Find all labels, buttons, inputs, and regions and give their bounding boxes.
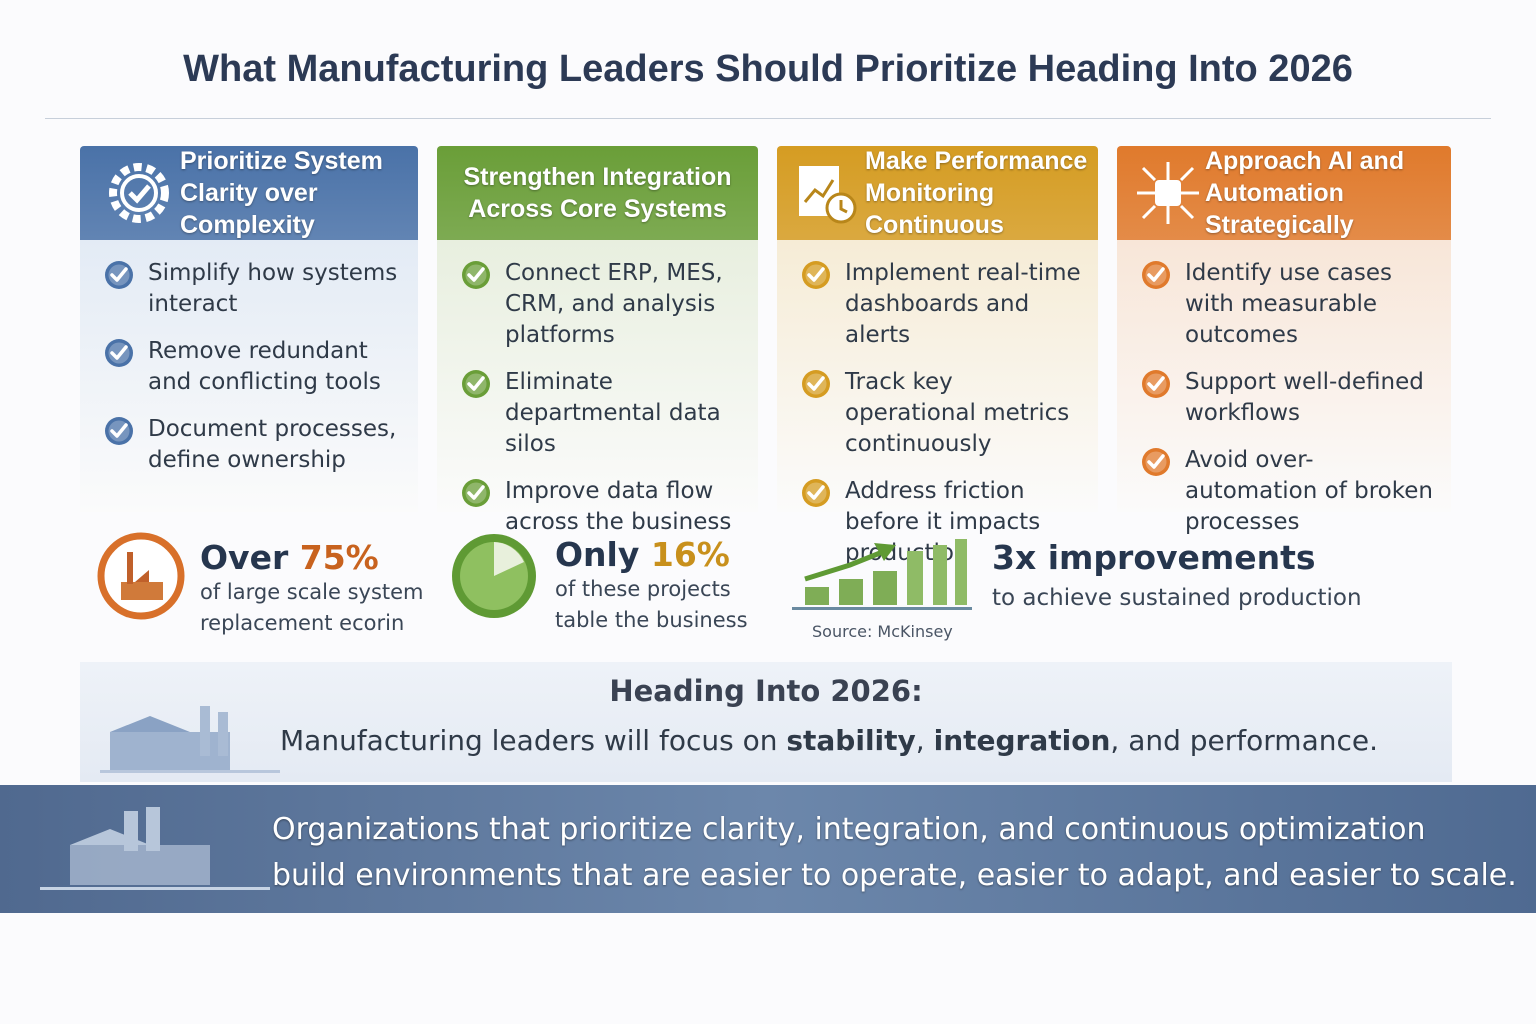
bullet-text: Eliminate departmental data silos bbox=[505, 369, 721, 457]
stat-line: of large scale system bbox=[200, 580, 424, 604]
column-heading: Prioritize System bbox=[180, 147, 383, 175]
check-icon bbox=[105, 417, 133, 445]
stat-lead-word: 3x improvements bbox=[992, 538, 1316, 577]
bullet-item: Document processes, define ownership bbox=[104, 414, 408, 476]
check-icon bbox=[1142, 261, 1170, 289]
stat: Only 16% of these projects table the busin… bbox=[555, 535, 748, 636]
bullet-item: Simplify how systems interact bbox=[104, 258, 408, 320]
bullet-text: Connect ERP, MES, CRM, and analysis plat… bbox=[505, 260, 723, 348]
bullet-text: Remove redundant and conflicting tools bbox=[148, 338, 381, 395]
bullet-text: Document processes, define ownership bbox=[148, 416, 397, 473]
bullet-text: Identify use cases with measurable outco… bbox=[1185, 260, 1393, 348]
bullet-item: Eliminate departmental data silos bbox=[461, 367, 748, 460]
check-icon bbox=[1142, 448, 1170, 476]
bullet-text: Implement real-time dashboards and alert… bbox=[845, 260, 1081, 348]
column-body: Connect ERP, MES, CRM, and analysis plat… bbox=[437, 240, 758, 535]
bullet-item: Identify use cases with measurable outco… bbox=[1141, 258, 1441, 351]
column-body: Implement real-time dashboards and alert… bbox=[777, 240, 1098, 566]
bullet-item: Implement real-time dashboards and alert… bbox=[801, 258, 1088, 351]
bullet-text: Simplify how systems interact bbox=[148, 260, 398, 317]
check-icon bbox=[1142, 370, 1170, 398]
column-heading: Make Performance bbox=[865, 147, 1088, 175]
column-header: Approach AI and Automation Strategically bbox=[1117, 146, 1451, 240]
column-heading: Approach AI and bbox=[1205, 147, 1405, 175]
bullet-item: Avoid over-automation of broken processe… bbox=[1141, 445, 1441, 538]
bullet-item: Track key operational metrics continuous… bbox=[801, 367, 1088, 460]
bullet-text: Track key operational metrics continuous… bbox=[845, 369, 1070, 457]
sentence-text: Manufacturing leaders will focus on bbox=[280, 724, 787, 757]
outlook-band: Heading Into 2026: Manufacturing leaders… bbox=[80, 662, 1452, 782]
title: What Manufacturing Leaders Should Priori… bbox=[183, 48, 1353, 90]
footer-line: build environments that are easier to op… bbox=[272, 858, 1517, 893]
bullet-item: Connect ERP, MES, CRM, and analysis plat… bbox=[461, 258, 748, 351]
bullet-text: Address friction before it impacts produ… bbox=[845, 478, 1041, 566]
stat-lead: Over 75% bbox=[200, 538, 424, 577]
footer-line: Organizations that prioritize clarity, i… bbox=[272, 812, 1426, 847]
column-body: Identify use cases with measurable outco… bbox=[1117, 240, 1451, 535]
check-icon bbox=[462, 261, 490, 289]
column-header: Prioritize System Clarity over Complexity bbox=[80, 146, 418, 240]
pie-icon bbox=[452, 534, 536, 618]
bullet-item: Improve data flow across the business bbox=[461, 476, 748, 538]
stat-lead-word: Over bbox=[200, 538, 289, 577]
stat: 3x improvements to achieve sustained prod… bbox=[992, 538, 1362, 614]
stat-line: to achieve sustained production bbox=[992, 585, 1362, 611]
column-heading: Automation Strategically bbox=[1205, 179, 1354, 239]
check-icon bbox=[802, 261, 830, 289]
column-heading: Clarity over Complexity bbox=[180, 179, 318, 239]
stat-line: of these projects bbox=[555, 577, 731, 601]
bullet-text: Improve data flow across the business bbox=[505, 478, 732, 535]
bullet-item: Address friction before it impacts produ… bbox=[801, 476, 1088, 569]
column-heading: Across Core Systems bbox=[468, 195, 727, 223]
sentence-text: , and performance. bbox=[1110, 724, 1379, 757]
bullet-text: Avoid over-automation of broken processe… bbox=[1185, 447, 1433, 535]
divider bbox=[45, 118, 1491, 119]
footer-band: Organizations that prioritize clarity, i… bbox=[0, 785, 1536, 913]
outlook-sentence: Manufacturing leaders will focus on stab… bbox=[280, 724, 1378, 757]
factory-icon bbox=[97, 532, 185, 620]
outlook-heading: Heading Into 2026: bbox=[609, 674, 923, 708]
factory-graphic bbox=[100, 706, 280, 773]
check-icon bbox=[802, 479, 830, 507]
bullet-text: Support well-defined workflows bbox=[1185, 369, 1424, 426]
check-icon bbox=[802, 370, 830, 398]
column-heading: Strengthen Integration bbox=[463, 163, 732, 191]
check-icon bbox=[462, 370, 490, 398]
footer-text: Organizations that prioritize clarity, i… bbox=[272, 807, 1517, 899]
stat-lead-word: Only bbox=[555, 535, 640, 574]
stat-figure: 75% bbox=[299, 538, 379, 577]
bullet-item: Remove redundant and conflicting tools bbox=[104, 336, 408, 398]
check-icon bbox=[105, 339, 133, 367]
stat-line: replacement ecorin bbox=[200, 611, 405, 635]
stat-line: table the business bbox=[555, 608, 748, 632]
sentence-text: , bbox=[915, 724, 934, 757]
bullet-item: Support well-defined workflows bbox=[1141, 367, 1441, 429]
stat-lead: Only 16% bbox=[555, 535, 748, 574]
stat-source: Source: McKinsey bbox=[812, 622, 953, 641]
header-icon bbox=[1137, 162, 1199, 224]
stat: Over 75% of large scale system replacement… bbox=[200, 538, 424, 639]
header-icon bbox=[109, 163, 169, 223]
column-heading: Monitoring Continuous bbox=[865, 179, 1004, 239]
sentence-bold: stability bbox=[786, 724, 916, 757]
check-icon bbox=[105, 261, 133, 289]
growth-icon bbox=[792, 539, 972, 610]
column-body: Simplify how systems interact Remove redu… bbox=[80, 240, 418, 512]
column-header: Strengthen Integration Across Core System… bbox=[437, 146, 758, 240]
sentence-bold: integration bbox=[933, 724, 1111, 757]
footer-factory-graphic bbox=[40, 807, 270, 890]
check-icon bbox=[462, 479, 490, 507]
stat-figure: 16% bbox=[650, 535, 730, 574]
column-header: Make Performance Monitoring Continuous bbox=[777, 146, 1098, 240]
stat-lead: 3x improvements bbox=[992, 538, 1362, 577]
header-icon bbox=[799, 166, 857, 224]
